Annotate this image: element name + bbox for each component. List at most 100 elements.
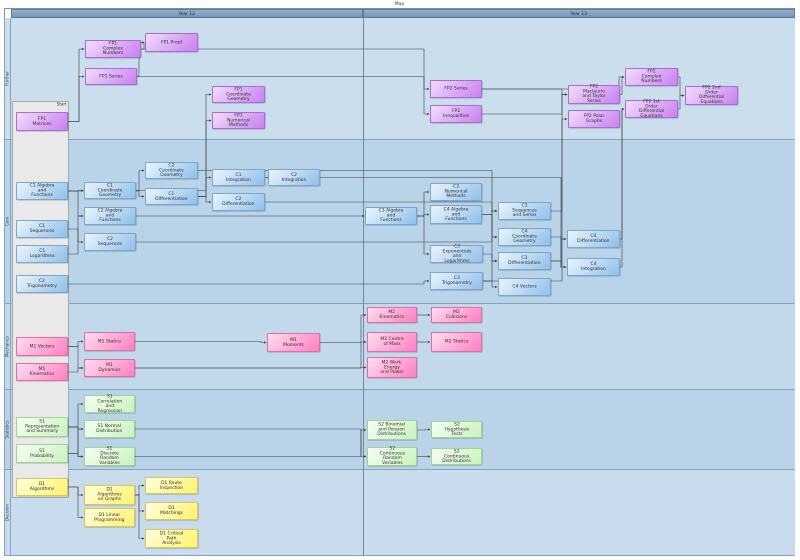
node-s1-prob[interactable]: S1 Probability [16,444,68,463]
lane-label-mechanics: Mechanics [4,304,11,390]
node-fp2-ineq[interactable]: FP2 Inequalities [430,105,482,123]
node-label: D1 Algorithms on Graphs [97,487,122,502]
node-fp2-1st[interactable]: FP2 1st Order Differential Equations [625,98,678,119]
node-m2-centre[interactable]: M2 Centre of Mass [367,332,417,352]
node-s2-binomial[interactable]: S2 Binomial and Poisson Distributions [367,420,417,440]
node-s2-contrv[interactable]: S2 Continuous Random Variables [367,446,417,466]
node-label: C2 Differentiation [222,196,255,207]
node-d1-critical[interactable]: D1 Critical Path Analysis [145,529,198,548]
node-fp2-series[interactable]: FP2 Series [430,80,482,98]
node-fp2-2nd[interactable]: FP2 2nd Order Differential Equations [685,85,738,105]
node-label: FP2 Inequalities [442,108,470,119]
node-label: D1 Algorithms [29,481,55,492]
node-label: M1 Statics [97,338,122,344]
node-c4-vectors[interactable]: C4 Vectors [498,278,551,296]
node-c1-sequences[interactable]: C1 Sequences [16,220,68,238]
node-c1-int[interactable]: C1 Integration [212,169,265,186]
node-label: FP1 Numerical Methods [227,112,250,128]
node-d1-route[interactable]: D1 Route Inspection [145,477,198,494]
node-s1-normal[interactable]: S1 Normal Distribution [84,420,135,438]
node-d1-algorithms[interactable]: D1 Algorithms [16,478,68,496]
node-c1-algebra[interactable]: C1 Algebra and Functions [16,182,68,200]
map-title: Map [394,1,405,7]
node-c1-diff[interactable]: C1 Differentiation [145,188,198,205]
node-fp2-maclaurin[interactable]: FP2 Maclaurin and Taylor Series [568,84,620,104]
node-label: C1 Integration [226,172,251,182]
node-label: C4 Differentiation [577,233,610,244]
node-label: C2 Algebra and Functions [97,208,123,223]
node-m1-moments[interactable]: M1 Moments [267,333,320,352]
node-label: D1 Linear Programming [94,512,125,522]
node-c4-diff[interactable]: C4 Differentiation [567,230,620,248]
node-fp1-complex[interactable]: FP1 Complex Numbers [85,40,141,58]
lane-label-decision: Decision [4,470,11,556]
node-label: C1 Sequences [29,223,55,234]
node-fp2-polar[interactable]: FP2 Polar Graphs [568,110,620,128]
node-c4-int[interactable]: C4 Integration [567,258,620,276]
node-c1-logarithms[interactable]: C1 Logarithms [16,245,68,263]
node-fp1-coord[interactable]: FP1 Coordinate Geometry [212,86,265,103]
year-column-divider [363,18,364,556]
node-fp2-complex[interactable]: FP2 Complex Numbers [625,68,678,86]
node-m1-statics[interactable]: M1 Statics [84,332,135,351]
node-label: S2 Hypothesis Tests [444,421,470,437]
node-d1-graphs[interactable]: D1 Algorithms on Graphs [84,485,135,505]
node-c3-algebra[interactable]: C3 Algebra and Functions [365,207,417,225]
node-c4-algebra[interactable]: C4 Algebra and Functions [430,205,482,224]
node-fp1-proof[interactable]: FP1 Proof [145,33,198,52]
node-s2-hypothesis[interactable]: S2 Hypothesis Tests [431,421,482,438]
node-c3-numerical[interactable]: C3 Numerical Methods [430,183,482,201]
node-c2-algebra[interactable]: C2 Algebra and Functions [84,207,136,225]
node-fp1-series[interactable]: FP1 Series [85,68,137,85]
node-label: C4 Algebra and Functions [443,206,469,222]
node-label: D1 Critical Path Analysis [159,530,184,546]
node-d1-matchings[interactable]: D1 Matchings [145,502,198,520]
node-s1-discrete[interactable]: S1 Discrete Random Variables [84,446,135,466]
node-label: S1 Representation and Summary [24,419,60,434]
node-c1-coord[interactable]: C1 Coordinate Geometry [84,182,136,199]
node-s1-corr[interactable]: S1 Correlation and Regression [84,394,135,413]
lane-label-text: Decision [5,503,10,522]
node-fp1-matrices[interactable]: FP1 Matrices [16,112,68,131]
node-m2-kinematics[interactable]: M2 Kinematics [367,307,417,323]
node-s2-contdist[interactable]: S2 Continuous Distributions [431,448,482,465]
node-c2-diff[interactable]: C2 Differentiation [212,193,265,211]
node-label: FP2 1st Order Differential Equations [639,98,664,119]
node-d1-linear[interactable]: D1 Linear Programming [84,508,135,527]
node-c2-int[interactable]: C2 Integration [268,169,320,186]
node-c3-diff[interactable]: C3 Differentiation [498,252,551,270]
node-c3-sequences[interactable]: C3 Sequences and Series [498,202,551,220]
node-c3-trig[interactable]: C3 Trigonometry [430,272,483,290]
node-label: S2 Continuous Distributions [442,448,471,464]
node-label: M1 Vectors [29,343,55,349]
node-m2-work[interactable]: M2 Work, Energy and Power [367,357,417,378]
node-c3-explogs[interactable]: C3 Exponentials and Logarithms [430,244,483,263]
node-m1-kinematics[interactable]: M1 Kinematics [16,363,68,381]
node-label: C1 Coordinate Geometry [97,182,123,198]
node-s1-repr[interactable]: S1 Representation and Summary [16,417,68,437]
start-group-label: Start [57,102,67,107]
node-m1-vectors[interactable]: M1 Vectors [16,337,68,356]
node-label: C1 Differentiation [155,191,188,201]
node-label: FP2 Series [444,86,468,92]
node-fp1-numerical[interactable]: FP1 Numerical Methods [212,112,265,129]
node-c2-sequences[interactable]: C2 Sequences [84,233,136,251]
node-m1-dynamics[interactable]: M1 Dynamics [84,359,135,377]
node-label: S2 Continuous Random Variables [379,446,405,466]
node-label: M1 Moments [283,337,304,347]
node-m2-collisions[interactable]: M2 Collisions [431,307,482,323]
node-c2-coord[interactable]: C2 Coordinate Geometry [145,162,198,179]
node-label: D1 Route Inspection [159,480,184,490]
node-label: S1 Discrete Random Variables [99,446,120,466]
node-c4-coord[interactable]: C4 Coordinate Geometry [498,228,551,246]
node-label: S2 Binomial and Poisson Distributions [377,422,407,437]
node-c2-trig[interactable]: C2 Trigonometry [16,275,68,293]
lane-label-further: Further [4,18,11,140]
node-m2-statics[interactable]: M2 Statics [431,332,482,352]
column-header-text: Year 12 [178,11,196,16]
start-group-box: Start [12,101,69,498]
node-label: FP1 Matrices [32,116,52,126]
node-label: C4 Coordinate Geometry [512,229,537,244]
node-label: M2 Statics [444,339,469,345]
